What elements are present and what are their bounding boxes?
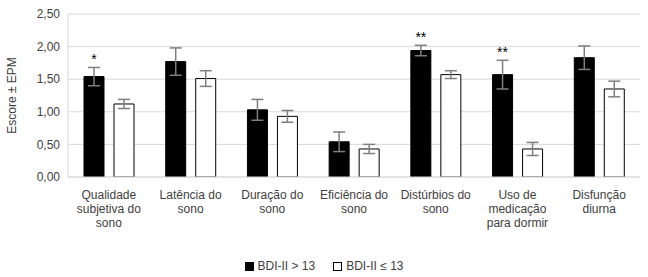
html-text:BDI-II ≤ 13: BDI-II ≤ 13 [346, 259, 404, 273]
svg-text:*: * [91, 51, 97, 67]
svg-text:Eficiência dosono: Eficiência dosono [320, 188, 388, 216]
svg-text:2,00: 2,00 [37, 40, 61, 54]
svg-text:0,50: 0,50 [37, 138, 61, 152]
svg-text:Latência dosono: Latência dosono [160, 188, 222, 216]
svg-text:**: ** [497, 44, 508, 60]
html-text:BDI-II > 13: BDI-II > 13 [257, 259, 316, 273]
svg-text:Disfunçãodiurna: Disfunçãodiurna [572, 188, 626, 216]
svg-text:Duração dosono: Duração dosono [241, 188, 303, 216]
svg-text:Escore ± EPM: Escore ± EPM [8, 57, 19, 134]
svg-text:1,50: 1,50 [37, 72, 61, 86]
svg-text:**: ** [415, 29, 426, 45]
svg-text:Distúrbios dosono: Distúrbios dosono [401, 188, 471, 216]
svg-text:Qualidadesubjetiva dosono: Qualidadesubjetiva dosono [77, 188, 141, 230]
svg-text:Uso demedicaçãopara dormir: Uso demedicaçãopara dormir [487, 188, 548, 230]
svg-text:0,00: 0,00 [37, 170, 61, 184]
svg-text:2,50: 2,50 [37, 7, 61, 21]
svg-text:1,00: 1,00 [37, 105, 61, 119]
